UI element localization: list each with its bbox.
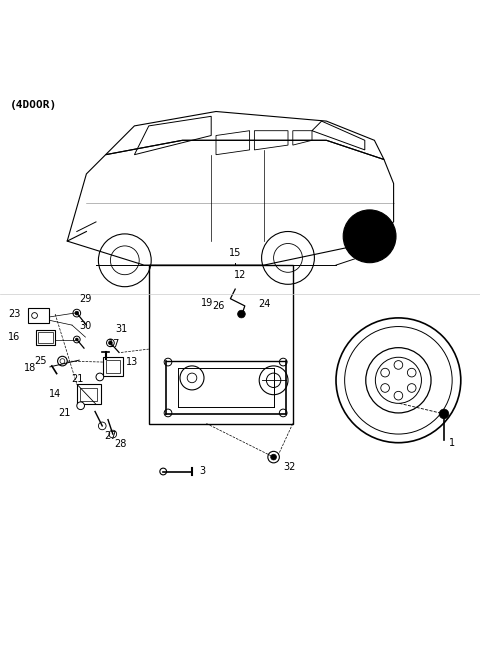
Circle shape bbox=[164, 409, 172, 417]
Bar bbox=[106, 360, 120, 373]
Text: 27: 27 bbox=[105, 431, 117, 441]
Text: 19: 19 bbox=[201, 299, 213, 309]
Circle shape bbox=[107, 339, 114, 346]
Text: 12: 12 bbox=[234, 269, 247, 280]
Text: 3: 3 bbox=[199, 466, 205, 476]
Circle shape bbox=[279, 409, 287, 417]
Circle shape bbox=[164, 358, 172, 366]
Text: 28: 28 bbox=[114, 439, 127, 449]
Text: 31: 31 bbox=[115, 324, 128, 334]
Text: 24: 24 bbox=[258, 299, 271, 309]
Circle shape bbox=[268, 451, 279, 463]
Circle shape bbox=[109, 430, 117, 438]
Circle shape bbox=[160, 468, 167, 475]
Text: 21: 21 bbox=[72, 375, 84, 384]
Circle shape bbox=[75, 311, 79, 315]
Text: 16: 16 bbox=[8, 332, 20, 342]
Bar bbox=[77, 384, 101, 404]
Bar bbox=[28, 309, 49, 323]
Bar bbox=[149, 265, 293, 424]
Circle shape bbox=[96, 373, 104, 381]
Text: 21: 21 bbox=[59, 408, 71, 418]
Text: 17: 17 bbox=[108, 339, 120, 349]
Text: 18: 18 bbox=[24, 364, 36, 373]
Text: 30: 30 bbox=[79, 321, 92, 331]
Circle shape bbox=[279, 358, 287, 366]
Text: 15: 15 bbox=[229, 248, 241, 258]
Text: 13: 13 bbox=[126, 357, 139, 367]
Circle shape bbox=[271, 454, 276, 460]
Circle shape bbox=[98, 422, 106, 430]
Text: 26: 26 bbox=[213, 301, 225, 311]
Bar bbox=[38, 332, 53, 343]
Text: 29: 29 bbox=[79, 293, 92, 303]
Circle shape bbox=[439, 409, 449, 419]
Text: 1: 1 bbox=[449, 438, 455, 448]
Circle shape bbox=[75, 338, 78, 341]
Text: 32: 32 bbox=[283, 462, 296, 472]
Text: 25: 25 bbox=[35, 356, 47, 366]
Circle shape bbox=[73, 336, 80, 343]
Circle shape bbox=[238, 310, 245, 318]
Circle shape bbox=[73, 309, 81, 317]
Circle shape bbox=[343, 210, 396, 263]
Circle shape bbox=[108, 341, 112, 345]
Bar bbox=[36, 330, 55, 345]
Circle shape bbox=[77, 402, 84, 409]
Bar bbox=[103, 357, 123, 375]
Text: (4DOOR): (4DOOR) bbox=[10, 100, 57, 109]
Text: 14: 14 bbox=[48, 388, 61, 399]
Text: 23: 23 bbox=[8, 309, 20, 319]
Bar bbox=[80, 388, 97, 401]
